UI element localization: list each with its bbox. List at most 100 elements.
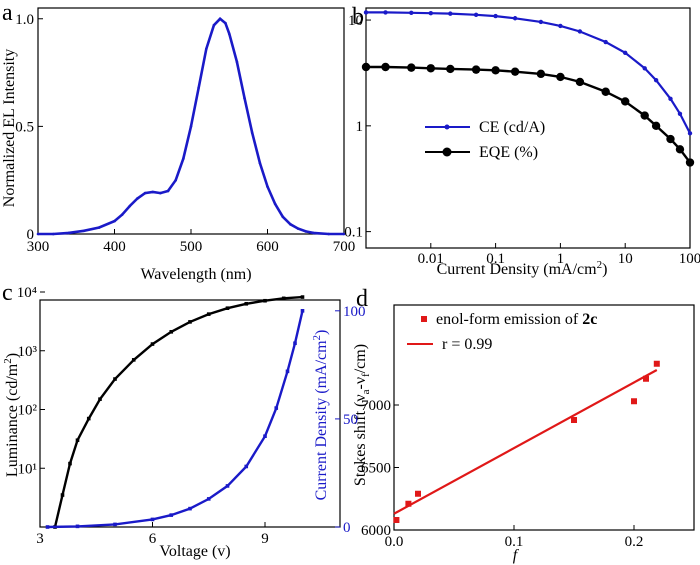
a-x-tick-label-0: 300 [27,239,50,255]
c-series-current-point-5 [188,506,192,511]
b-series-ce-point-0 [363,10,369,15]
a-series-el-point-30 [296,227,300,230]
a-x-tick-label-1: 400 [103,239,126,255]
c-series-current-point-2 [113,522,117,527]
a-series-el-point-29 [289,223,292,226]
c-series-luminance-point-11 [206,312,211,316]
d-point-3 [571,417,577,423]
b-x-tick-label-1: 0.1 [486,251,505,267]
c-y2-tick-label-2: 100 [343,304,366,320]
c-x-tick-label-0: 3 [36,531,44,547]
a-series-el-point-8 [136,197,139,200]
b-series-ce-point-4 [448,11,453,16]
d-point-6 [653,360,660,367]
c-x-tick-label-1: 6 [149,531,157,547]
b-series-eqe-point-0 [361,62,371,72]
c-series-current-point-7 [225,484,230,488]
b-legend-eqe-label: EQE (%) [479,144,538,161]
c-series-current-line [47,310,304,529]
a-series-el-point-16 [197,86,200,89]
c-y-tick-label-2: 10³ [18,344,38,360]
a-series-el-point-14 [182,157,185,160]
d-frame [393,304,695,531]
c-series-luminance-point-3 [75,438,80,443]
b-x-tick-label-3: 10 [618,251,633,267]
a-x-label: Wavelength (nm) [140,266,251,283]
d-fit-line [393,369,658,515]
d-point-0 [393,517,400,523]
c-x-tick-label-2: 9 [261,531,269,547]
d-x-label: f [513,547,520,564]
c-y-tick-label-1: 10² [18,403,38,419]
a-x-tick-label-2: 500 [180,239,203,255]
a-y-tick-label-2: 1.0 [15,12,34,28]
a-series-el-point-1 [52,232,55,236]
c-series-current-point-6 [206,497,211,501]
c-series-luminance-point-9 [169,330,174,334]
a-series-el-point-10 [151,190,155,194]
a-series-el-point-2 [67,231,70,235]
c-series-luminance-line [53,295,303,528]
a-series-el-point-24 [250,131,254,135]
c-series-luminance-point-2 [68,461,72,466]
b-series-ce-point-2 [409,10,414,16]
b-series-eqe-point-17 [685,158,695,167]
panel-label-d: d [356,286,368,312]
c-series-luminance-point-4 [86,416,91,421]
b-series-eqe-point-4 [446,64,455,74]
b-x-tick-label-0: 0.01 [418,251,444,267]
a-y-tick-label-0: 0 [27,227,35,243]
b-series-eqe-point-6 [491,66,500,75]
d-legend-scatter-marker [421,316,427,322]
a-series-el-point-26 [266,185,269,188]
d-y-tick-label-2: 7000 [361,398,391,414]
a-series-el-point-13 [174,178,177,182]
c-series-current-point-11 [285,369,290,374]
b-series-ce-point-7 [512,16,518,21]
a-series-el-point-21 [227,32,231,36]
d-y-tick-label-0: 6000 [361,523,391,539]
a-series-el-point-17 [205,47,208,51]
a-series-el-point-15 [189,125,193,128]
c-series-luminance-point-8 [150,342,155,346]
a-series-el-point-19 [218,17,222,21]
c-frame [39,299,341,528]
c-y2-tick-label-0: 0 [343,520,351,536]
c-x-label: Voltage (v) [159,543,230,560]
a-x-tick-label-3: 600 [256,239,279,255]
b-series-eqe-point-8 [536,69,546,79]
b-series-ce-point-6 [493,13,498,19]
b-series-ce-point-5 [473,12,479,18]
b-frame [365,7,691,249]
d-x-tick-label-1: 0.1 [505,534,524,550]
b-series-eqe-point-16 [675,145,685,154]
a-series-el-point-23 [243,97,246,100]
c-series-current-point-4 [169,513,174,517]
c-series-luminance-point-13 [244,301,249,306]
b-x-label: Current Density (mA/cm2) [437,259,608,278]
b-series-ce-point-15 [668,96,673,102]
b-y-tick-label-2: 10 [348,13,363,29]
c-series-current-point-1 [75,524,80,529]
a-series-el-point-27 [273,202,277,206]
b-series-ce-point-9 [558,23,563,29]
c-series-luminance-point-12 [225,306,230,310]
c-y-tick-label-3: 10⁴ [17,285,37,301]
a-series-el-point-28 [281,215,285,219]
a-series-el-point-5 [113,219,116,223]
a-y-label: Normalized EL Intensity [1,49,18,207]
a-series-el-point-20 [224,21,227,25]
b-series-eqe-point-5 [471,65,481,74]
d-point-5 [643,375,649,382]
a-series-el-point-25 [258,161,262,165]
b-series-ce-point-8 [538,19,544,25]
c-series-current-point-12 [293,341,297,346]
b-x-tick-label-2: 1 [557,251,565,267]
c-series-luminance-point-1 [60,493,65,497]
b-x-tick-label-4: 100 [679,251,700,267]
b-series-ce-point-14 [653,78,659,83]
a-series-el-point-33 [327,232,331,236]
d-legend-fit-label: r = 0.99 [442,336,492,353]
d-legend: enol-form emission of 2c r = 0.99 [407,311,597,353]
